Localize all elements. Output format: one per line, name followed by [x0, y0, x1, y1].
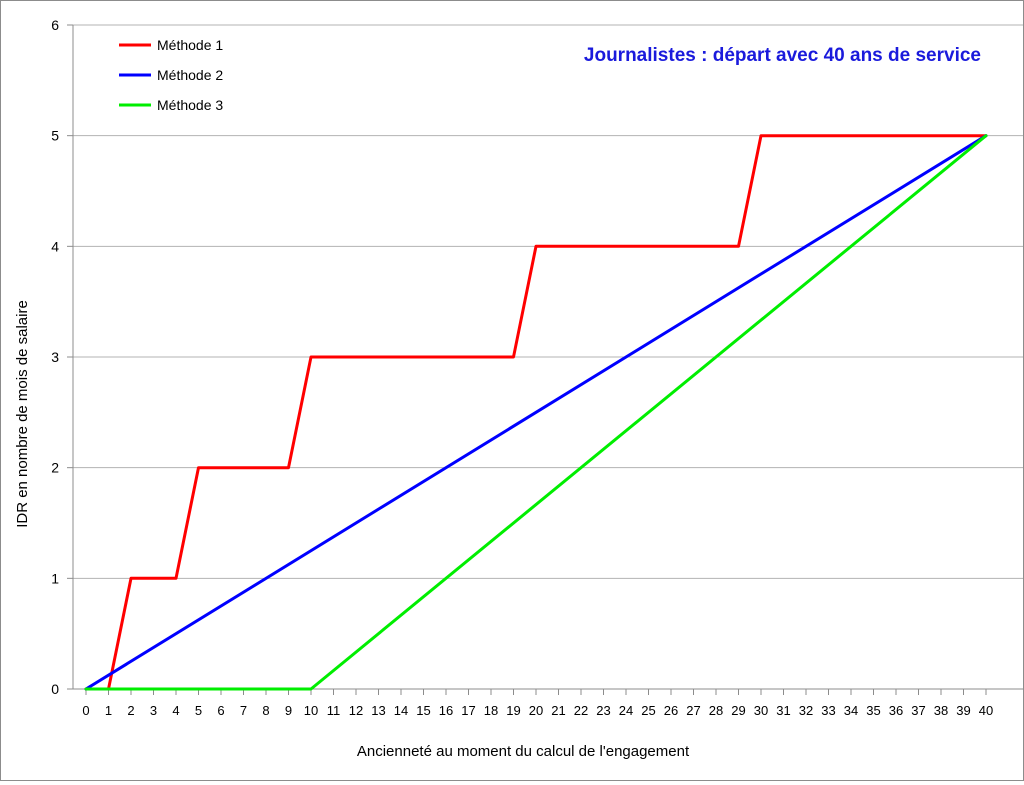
x-tick-label: 22: [574, 703, 588, 718]
x-tick-label: 9: [285, 703, 292, 718]
x-tick-label: 0: [82, 703, 89, 718]
x-tick-label: 36: [889, 703, 903, 718]
x-tick-label: 24: [619, 703, 633, 718]
x-tick-label: 25: [641, 703, 655, 718]
x-tick-label: 2: [127, 703, 134, 718]
x-axis-title: Ancienneté au moment du calcul de l'enga…: [357, 743, 690, 760]
x-tick-label: 40: [979, 703, 993, 718]
y-tick-label: 6: [51, 17, 59, 33]
x-tick-label: 16: [439, 703, 453, 718]
x-tick-label: 31: [776, 703, 790, 718]
y-tick-label: 5: [51, 128, 59, 144]
legend-label: Méthode 2: [157, 67, 223, 83]
x-tick-label: 14: [394, 703, 408, 718]
x-tick-label: 39: [956, 703, 970, 718]
x-tick-label: 28: [709, 703, 723, 718]
y-tick-label: 0: [51, 681, 59, 697]
x-tick-label: 21: [551, 703, 565, 718]
x-tick-label: 30: [754, 703, 768, 718]
x-tick-label: 13: [371, 703, 385, 718]
x-tick-label: 10: [304, 703, 318, 718]
x-tick-label: 6: [217, 703, 224, 718]
x-tick-label: 26: [664, 703, 678, 718]
x-tick-label: 11: [327, 703, 341, 718]
legend: Méthode 1 Méthode 2 Méthode 3: [119, 37, 223, 113]
x-tick-label: 19: [506, 703, 520, 718]
legend-label: Méthode 1: [157, 37, 223, 53]
series-line-methode-2: [84, 134, 988, 691]
x-tick-label: 38: [934, 703, 948, 718]
x-tick-label: 33: [821, 703, 835, 718]
y-tick-label: 1: [51, 570, 59, 586]
x-tick-label: 29: [731, 703, 745, 718]
series-line-methode-3: [84, 134, 988, 691]
x-tick-label: 7: [240, 703, 247, 718]
x-tick-label: 35: [866, 703, 880, 718]
x-tick-label: 15: [416, 703, 430, 718]
x-tick-label: 12: [349, 703, 363, 718]
axes: [67, 24, 1023, 695]
chart-title: Journalistes : départ avec 40 ans de ser…: [584, 45, 981, 66]
series-lines: [84, 134, 988, 691]
series-line-methode-1: [84, 134, 988, 691]
x-tick-label: 5: [195, 703, 202, 718]
x-tick-label: 3: [150, 703, 157, 718]
x-tick-label: 27: [686, 703, 700, 718]
x-tick-label: 8: [262, 703, 269, 718]
y-tick-label: 4: [51, 238, 59, 254]
x-tick-label: 34: [844, 703, 858, 718]
x-tick-label: 23: [596, 703, 610, 718]
y-axis-title: IDR en nombre de mois de salaire: [14, 300, 31, 528]
x-tick-label: 17: [461, 703, 475, 718]
x-tick-label: 18: [484, 703, 498, 718]
legend-label: Méthode 3: [157, 97, 223, 113]
x-tick-label: 32: [799, 703, 813, 718]
y-tick-label: 3: [51, 349, 59, 365]
y-tick-label: 2: [51, 460, 59, 476]
x-tick-label: 37: [911, 703, 925, 718]
x-tick-label: 4: [172, 703, 179, 718]
x-tick-label: 1: [105, 703, 112, 718]
x-tick-label: 20: [529, 703, 543, 718]
